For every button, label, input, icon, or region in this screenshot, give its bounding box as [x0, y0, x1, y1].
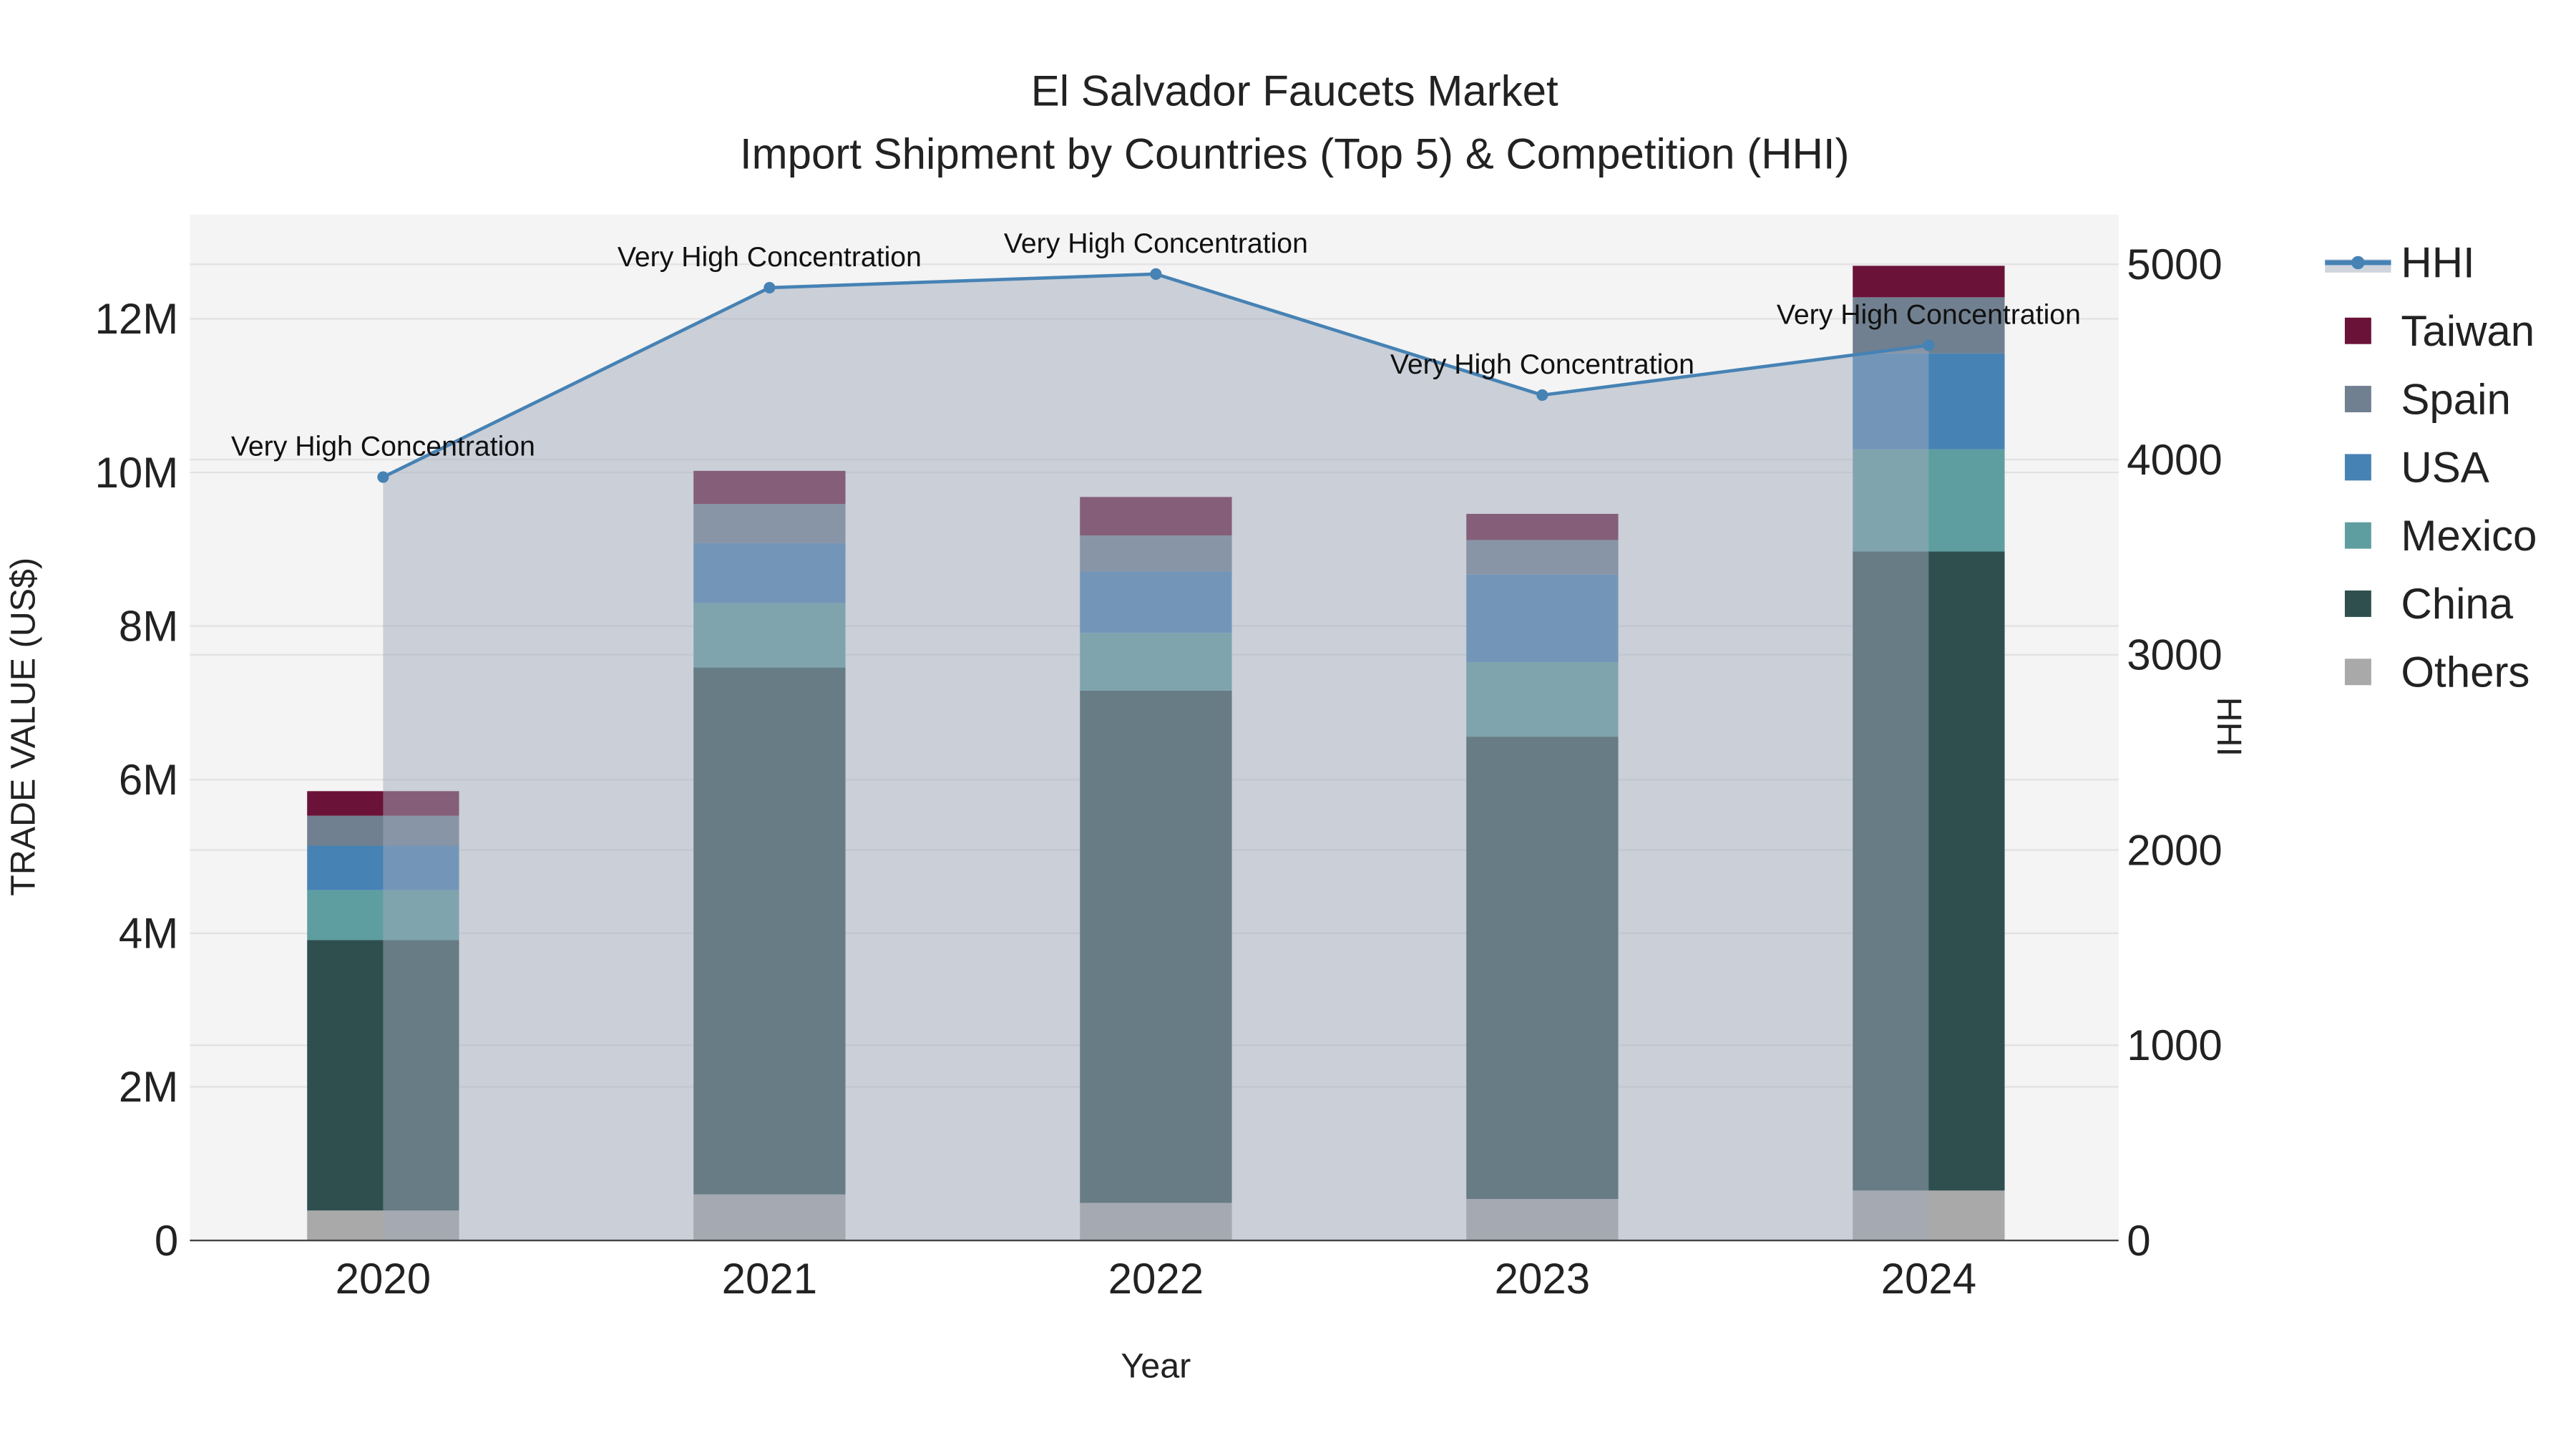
- y2-tick-label: 0: [2127, 1217, 2150, 1265]
- chart-title: El Salvador Faucets Market: [1031, 67, 1558, 115]
- x-axis-label: Year: [1121, 1347, 1191, 1386]
- y-axis-label: TRADE VALUE (US$): [4, 558, 42, 896]
- hhi-point: [763, 281, 776, 294]
- y-tick-label: 4M: [119, 910, 178, 958]
- legend-swatch-others: [2344, 659, 2371, 686]
- y-tick-label: 12M: [95, 295, 179, 343]
- chart-subtitle: Import Shipment by Countries (Top 5) & C…: [740, 130, 1850, 178]
- y2-tick-label: 5000: [2127, 240, 2222, 288]
- legend-label-others[interactable]: Others: [2401, 648, 2529, 696]
- x-tick-label: 2023: [1495, 1255, 1590, 1303]
- y2-axis-label: HHI: [2210, 697, 2248, 757]
- hhi-annotation: Very High Concentration: [231, 431, 535, 462]
- legend-label-usa[interactable]: USA: [2401, 444, 2489, 492]
- y2-tick-label: 4000: [2127, 436, 2222, 484]
- legend-label-taiwan[interactable]: Taiwan: [2401, 307, 2534, 355]
- legend-label-spain[interactable]: Spain: [2401, 375, 2510, 423]
- legend-label-hhi[interactable]: HHI: [2401, 239, 2474, 287]
- y-tick-label: 0: [155, 1217, 178, 1265]
- y2-tick-label: 2000: [2127, 826, 2222, 874]
- hhi-point: [1923, 339, 1935, 351]
- x-tick-label: 2021: [722, 1255, 817, 1303]
- legend-swatch-spain: [2344, 386, 2371, 412]
- legend: HHI Taiwan Spain USA Mexico China Others: [2325, 239, 2537, 696]
- x-tick-label: 2024: [1881, 1255, 1976, 1303]
- legend-swatch-china: [2344, 591, 2371, 617]
- x-tick-label: 2022: [1108, 1255, 1204, 1303]
- y-tick-label: 6M: [119, 756, 178, 804]
- y2-tick-label: 3000: [2127, 631, 2222, 679]
- bar-taiwan-2024: [1853, 266, 2005, 298]
- y2-tick-label: 1000: [2127, 1021, 2222, 1069]
- hhi-annotation: Very High Concentration: [618, 241, 922, 273]
- y-tick-label: 10M: [95, 449, 179, 497]
- legend-swatch-usa: [2344, 454, 2371, 481]
- legend-marker-hhi: [2351, 256, 2365, 270]
- hhi-point: [1150, 268, 1162, 280]
- hhi-annotation: Very High Concentration: [1777, 298, 2081, 330]
- x-tick-label: 2020: [336, 1255, 431, 1303]
- y-tick-label: 2M: [119, 1063, 178, 1111]
- hhi-annotation: Very High Concentration: [1390, 349, 1694, 380]
- y-tick-label: 8M: [119, 602, 178, 650]
- hhi-point: [377, 471, 389, 483]
- legend-label-china[interactable]: China: [2401, 580, 2513, 628]
- legend-label-mexico[interactable]: Mexico: [2401, 512, 2537, 560]
- hhi-annotation: Very High Concentration: [1004, 228, 1308, 259]
- hhi-point: [1536, 389, 1548, 402]
- legend-swatch-taiwan: [2344, 317, 2371, 344]
- legend-swatch-mexico: [2344, 522, 2371, 549]
- hhi-area: [383, 273, 1929, 1241]
